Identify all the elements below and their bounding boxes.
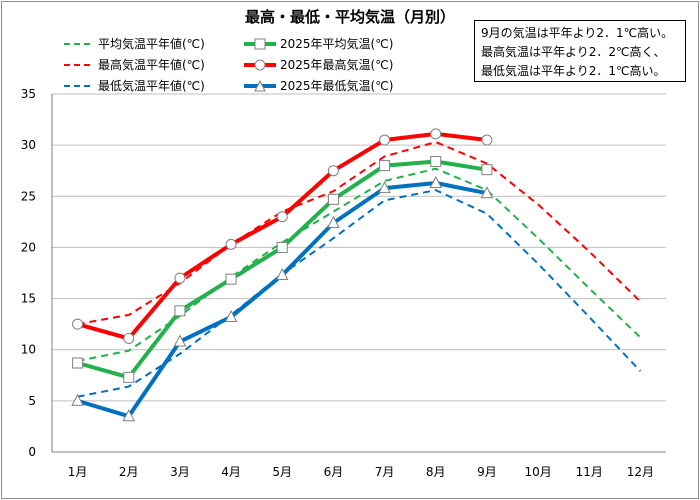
y-tick-label: 10 (21, 343, 36, 357)
data-point-square (174, 305, 186, 317)
legend-line-dashed-blue (64, 85, 92, 87)
x-tick-label: 1月 (68, 465, 88, 479)
x-tick-label: 5月 (272, 465, 292, 479)
annotation-line: 最低気温は平年より2．1℃高い。 (481, 64, 666, 78)
annotation-box: 9月の気温は平年より2．1℃高い。 最高気温は平年より2．2℃高く、 最低気温は… (474, 20, 686, 82)
x-tick-label: 4月 (221, 465, 241, 479)
series-markers (71, 128, 494, 422)
legend-label: 2025年最高気温(℃) (280, 58, 394, 72)
x-tick-label: 12月 (627, 465, 654, 479)
data-point-triangle (429, 175, 443, 188)
x-tick-label: 3月 (170, 465, 190, 479)
x-tick-label: 2月 (119, 465, 139, 479)
data-point-circle (174, 272, 186, 284)
y-axis-ticks: 0 5 10 15 20 25 30 35 (21, 87, 36, 459)
data-point-circle (225, 238, 237, 250)
series-line (77, 167, 642, 362)
y-tick-label: 0 (28, 445, 36, 459)
y-tick-label: 15 (21, 292, 36, 306)
x-tick-label: 6月 (324, 465, 344, 479)
data-point-triangle (173, 334, 187, 347)
data-point-square (123, 371, 135, 383)
legend-line-dashed-red (64, 64, 92, 66)
y-tick-label: 5 (28, 394, 36, 408)
data-point-square (225, 273, 237, 285)
data-point-circle (430, 128, 442, 140)
data-point-triangle (122, 409, 136, 422)
legend-label: 2025年最低気温(℃) (280, 79, 394, 93)
y-tick-label: 35 (21, 87, 36, 101)
legend-line-triangle-blue (244, 79, 276, 92)
data-point-circle (123, 332, 135, 344)
chart-title: 最高・最低・平均気温（月別） (244, 8, 455, 26)
annotation-line: 9月の気温は平年より2．1℃高い。 (481, 26, 674, 40)
data-point-square (481, 164, 493, 176)
x-axis-ticks: 1月 2月 3月 4月 5月 6月 7月 8月 9月 10月 11月 12月 (68, 465, 654, 479)
legend-line-circle-red (244, 59, 276, 71)
grid-lines (51, 93, 666, 453)
data-point-triangle (275, 267, 289, 281)
data-point-triangle (71, 393, 84, 406)
data-point-circle (72, 318, 84, 330)
legend-label: 2025年平均気温(℃) (280, 37, 394, 51)
x-tick-label: 10月 (524, 465, 551, 479)
legend-label: 最低気温平年値(℃) (98, 79, 205, 93)
data-point-square (379, 160, 391, 172)
y-tick-label: 25 (21, 189, 36, 203)
data-point-triangle (327, 215, 340, 228)
x-tick-label: 7月 (375, 465, 395, 479)
legend-label: 平均気温平年値(℃) (98, 37, 205, 51)
x-tick-label: 9月 (477, 465, 497, 479)
legend-line-square-green (244, 38, 276, 50)
series-lines (77, 131, 642, 419)
data-point-circle (327, 165, 339, 177)
series-line (77, 189, 642, 398)
data-point-circle (276, 211, 288, 223)
x-tick-label: 11月 (576, 465, 603, 479)
data-point-square (276, 241, 288, 253)
legend-line-dashed-green (64, 43, 92, 45)
data-point-square (327, 193, 339, 205)
data-point-triangle (378, 181, 391, 194)
data-point-square (72, 357, 84, 369)
legend-label: 最高気温平年値(℃) (98, 58, 205, 72)
y-tick-label: 30 (21, 138, 36, 152)
data-point-circle (379, 134, 391, 146)
x-tick-label: 8月 (426, 465, 446, 479)
data-point-square (430, 156, 442, 168)
annotation-line: 最高気温は平年より2．2℃高く、 (481, 45, 666, 59)
y-tick-label: 20 (21, 240, 36, 254)
data-point-triangle (224, 309, 238, 322)
data-point-circle (481, 134, 493, 146)
data-point-triangle (480, 186, 494, 199)
